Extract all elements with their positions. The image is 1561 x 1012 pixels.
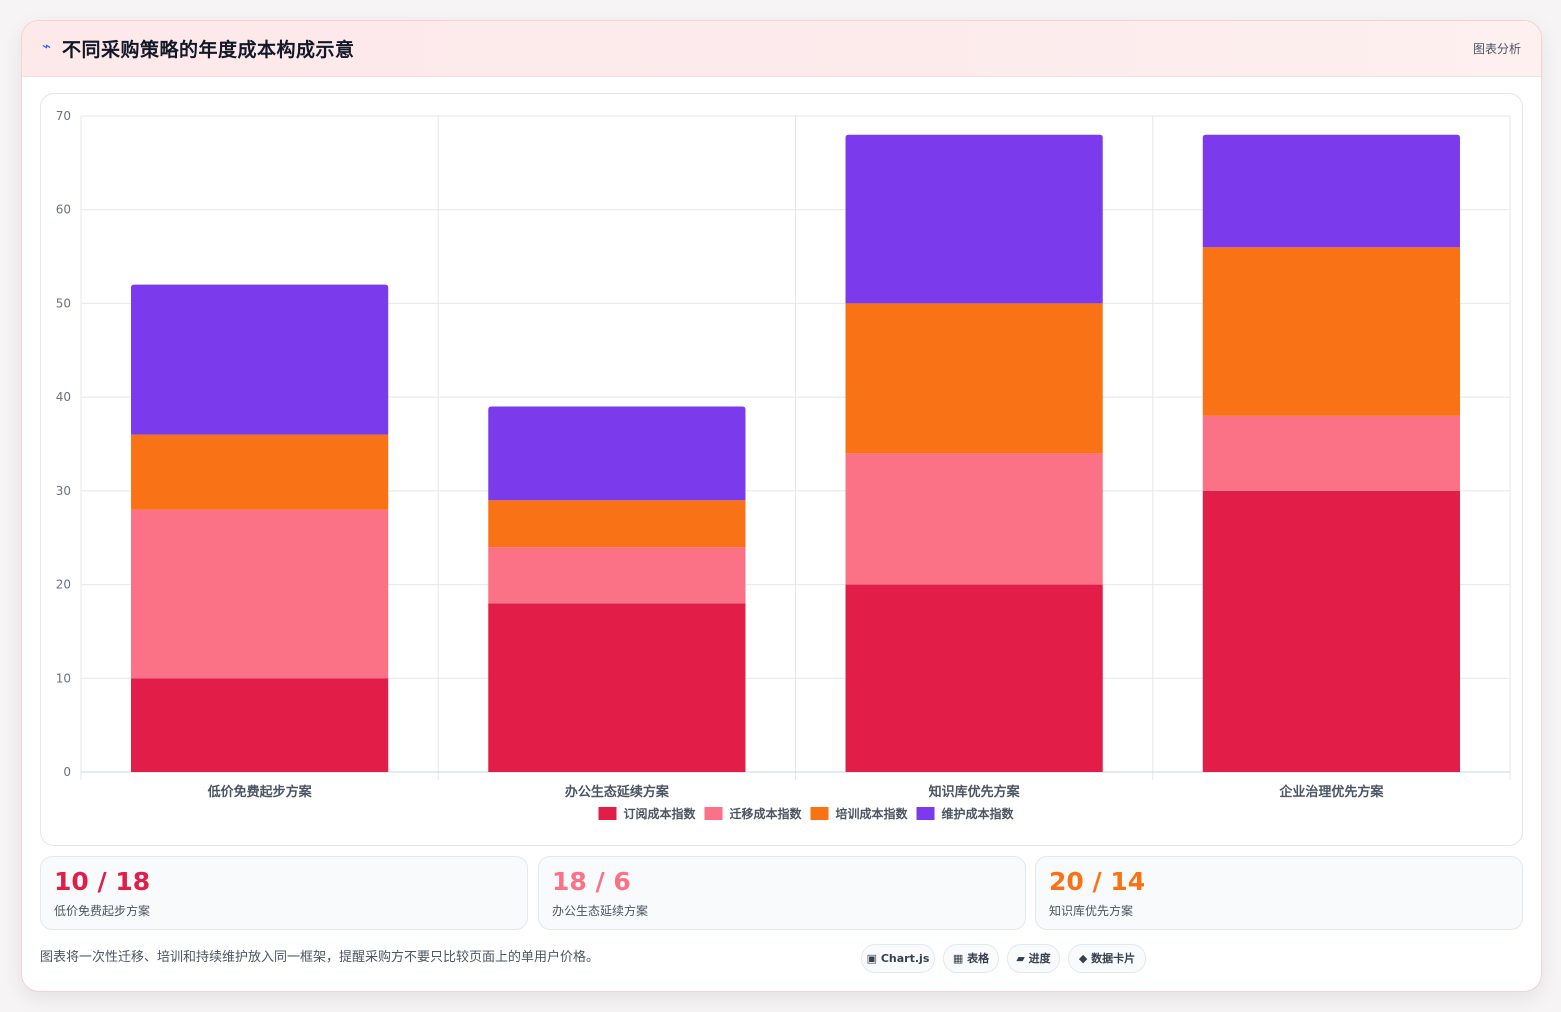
legend-label: 维护成本指数 (942, 806, 1015, 821)
bar-segment (488, 500, 746, 548)
stat-label: 办公生态延续方案 (552, 904, 649, 918)
bar-segment (1202, 134, 1460, 248)
chip-label: Chart.js (880, 952, 930, 965)
bar-segment (488, 547, 746, 604)
y-tick-label: 20 (56, 578, 71, 592)
bar-segment (845, 453, 1103, 585)
chip-label: 进度 (1028, 952, 1051, 965)
stacked-bar-chart: 0 10 20 30 40 50 60 70 低价免费起步方案 办公生态延续方案 知识库优先方案 企业… (56, 109, 1511, 821)
legend-label: 迁移成本指数 (730, 806, 803, 821)
x-tick-label: 企业治理优先方案 (1278, 784, 1384, 800)
stat-card-3: 20 / 14 知识库优先方案 (1035, 856, 1523, 930)
y-tick-label: 30 (56, 484, 71, 498)
chip-chartjs[interactable]: ▣ Chart.js (861, 944, 935, 973)
chip-data-card[interactable]: ◆ 数据卡片 (1068, 944, 1146, 973)
y-tick-label: 50 (56, 296, 71, 310)
chip-label: 表格 (967, 952, 990, 965)
chip-progress[interactable]: ▰ 进度 (1007, 944, 1060, 973)
stat-value: 18 / 6 (552, 867, 631, 896)
page-title: 不同采购策略的年度成本构成示意 (62, 39, 355, 61)
chip-table[interactable]: ▦ 表格 (943, 944, 999, 973)
footnote: 图表将一次性迁移、培训和持续维护放入同一框架，提醒采购方不要只比较页面上的单用户… (40, 950, 600, 965)
card-header: ⌁ 不同采购策略的年度成本构成示意 图表分析 (22, 21, 1541, 77)
bar-segment (845, 584, 1103, 772)
diamond-icon: ◆ (1078, 952, 1088, 965)
bar-segment (131, 434, 389, 510)
legend-label: 培训成本指数 (836, 806, 909, 821)
legend-swatch (598, 807, 617, 820)
y-tick-label: 70 (56, 109, 71, 123)
bar-segment (131, 509, 389, 679)
x-tick-label: 低价免费起步方案 (207, 784, 313, 800)
chart-icon: ▣ (866, 952, 878, 965)
chart-analysis-link[interactable]: 图表分析 (1472, 42, 1521, 56)
stat-card-1: 10 / 18 低价免费起步方案 (40, 856, 528, 930)
lightning-icon: ⌁ (42, 37, 52, 55)
bar-segment (488, 603, 746, 772)
chart-card: ⌁ 不同采购策略的年度成本构成示意 图表分析 0 10 20 30 40 50 60 70 低价… (21, 20, 1542, 992)
bar-segment (1202, 415, 1460, 491)
bar-segment (845, 134, 1103, 304)
legend-label: 订阅成本指数 (624, 806, 697, 821)
y-tick-label: 60 (56, 203, 71, 217)
stat-label: 知识库优先方案 (1049, 904, 1134, 918)
bar-segment (488, 406, 746, 501)
stat-value: 20 / 14 (1049, 867, 1146, 896)
progress-icon: ▰ (1016, 952, 1025, 965)
legend-swatch (916, 807, 935, 820)
bar-segment (1202, 247, 1460, 416)
y-tick-label: 40 (56, 390, 71, 404)
bar-segment (1202, 490, 1460, 772)
chip-label: 数据卡片 (1091, 952, 1136, 965)
y-tick-label: 10 (56, 671, 71, 685)
bar-segment (131, 284, 389, 435)
y-tick-label: 0 (63, 765, 71, 779)
bar-segment (131, 678, 389, 772)
x-tick-label: 办公生态延续方案 (565, 784, 670, 800)
table-icon: ▦ (952, 952, 964, 965)
stat-value: 10 / 18 (54, 867, 151, 896)
legend-swatch (810, 807, 829, 820)
x-tick-label: 知识库优先方案 (929, 784, 1021, 800)
chart-panel: 0 10 20 30 40 50 60 70 低价免费起步方案 办公生态延续方案 知识库优先方案 企业… (40, 93, 1523, 846)
stat-label: 低价免费起步方案 (54, 904, 151, 918)
legend-swatch (704, 807, 723, 820)
bar-segment (845, 303, 1103, 454)
stat-card-2: 18 / 6 办公生态延续方案 (538, 856, 1026, 930)
